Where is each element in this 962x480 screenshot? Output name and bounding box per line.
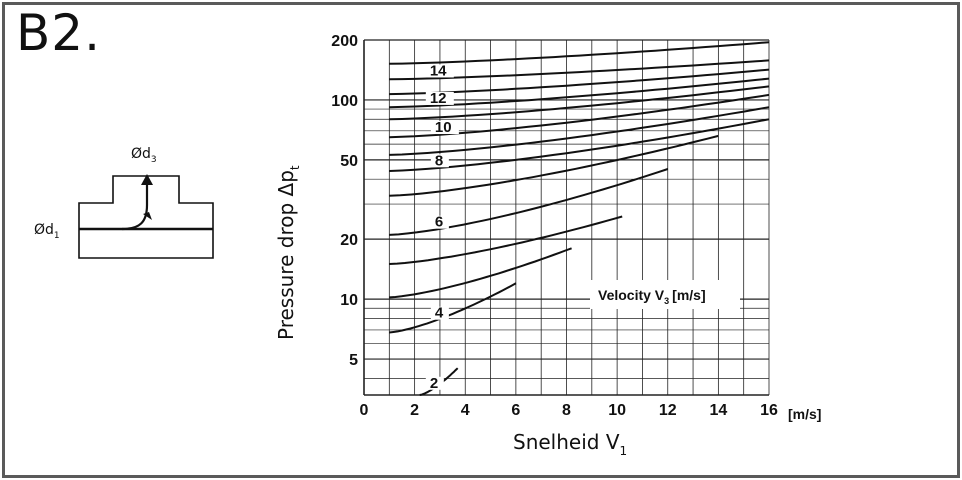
outlet-diameter-label: Ød3 bbox=[131, 146, 157, 165]
series-curve bbox=[389, 282, 517, 334]
y-tick-label: 5 bbox=[349, 352, 358, 369]
series-curve bbox=[389, 106, 770, 156]
series-label-bg bbox=[430, 306, 449, 320]
junction-arrow-head bbox=[143, 212, 152, 220]
x-tick-label: 6 bbox=[511, 402, 520, 419]
tee-outline bbox=[78, 175, 214, 259]
x-tick-label: 8 bbox=[562, 402, 571, 419]
tee-schematic bbox=[78, 174, 214, 259]
series-label: 14 bbox=[430, 62, 447, 79]
series-label-bg bbox=[430, 154, 449, 168]
series-label-bg bbox=[425, 64, 454, 78]
series-label-bg bbox=[425, 376, 444, 390]
series-curve bbox=[389, 59, 770, 81]
series-label: 10 bbox=[435, 119, 452, 136]
series-curve bbox=[389, 41, 770, 65]
y-tick-label: 200 bbox=[331, 33, 358, 50]
y-tick-label: 10 bbox=[340, 292, 358, 309]
legend-title: Velocity V3 [m/s] bbox=[598, 287, 706, 306]
x-tick-label: 2 bbox=[410, 402, 419, 419]
series-label-bg bbox=[430, 121, 459, 135]
branch-flow-line bbox=[121, 182, 149, 231]
chart-series-labels: 2 4 6 8 10 12 14 bbox=[425, 62, 459, 392]
y-tick-label: 20 bbox=[340, 232, 358, 249]
series-curve bbox=[389, 168, 669, 236]
series-curve bbox=[389, 215, 623, 265]
flow-arrow-head bbox=[141, 174, 153, 185]
x-tick-label: 10 bbox=[608, 402, 626, 419]
legend-box: Velocity V3 [m/s] bbox=[590, 280, 740, 309]
x-tick-label: 16 bbox=[760, 402, 778, 419]
series-label: 4 bbox=[435, 305, 444, 322]
panel-label: B2. bbox=[16, 4, 102, 62]
series-label: 8 bbox=[435, 152, 443, 169]
series-curve bbox=[389, 85, 770, 121]
x-tick-label: 4 bbox=[461, 402, 470, 419]
series-label: 12 bbox=[430, 90, 447, 107]
y-axis-title: Pressure drop Δpt bbox=[274, 165, 302, 340]
x-unit-label: [m/s] bbox=[788, 406, 821, 422]
inlet-diameter-label: Ød1 bbox=[34, 222, 60, 241]
x-tick-label: 12 bbox=[659, 402, 677, 419]
x-tick-label: 14 bbox=[709, 402, 727, 419]
y-tick-label: 100 bbox=[331, 93, 358, 110]
y-tick-label: 50 bbox=[340, 153, 358, 170]
x-tick-label: 0 bbox=[360, 402, 369, 419]
series-label: 6 bbox=[435, 214, 443, 231]
chart-curves bbox=[389, 41, 770, 396]
series-label-bg bbox=[430, 215, 449, 229]
series-curve bbox=[389, 247, 572, 299]
x-axis-title: Snelheid V1 bbox=[513, 430, 627, 458]
series-curve bbox=[389, 118, 770, 172]
series-label-bg bbox=[425, 91, 454, 105]
series-curve bbox=[389, 134, 719, 197]
series-label: 2 bbox=[430, 375, 438, 392]
